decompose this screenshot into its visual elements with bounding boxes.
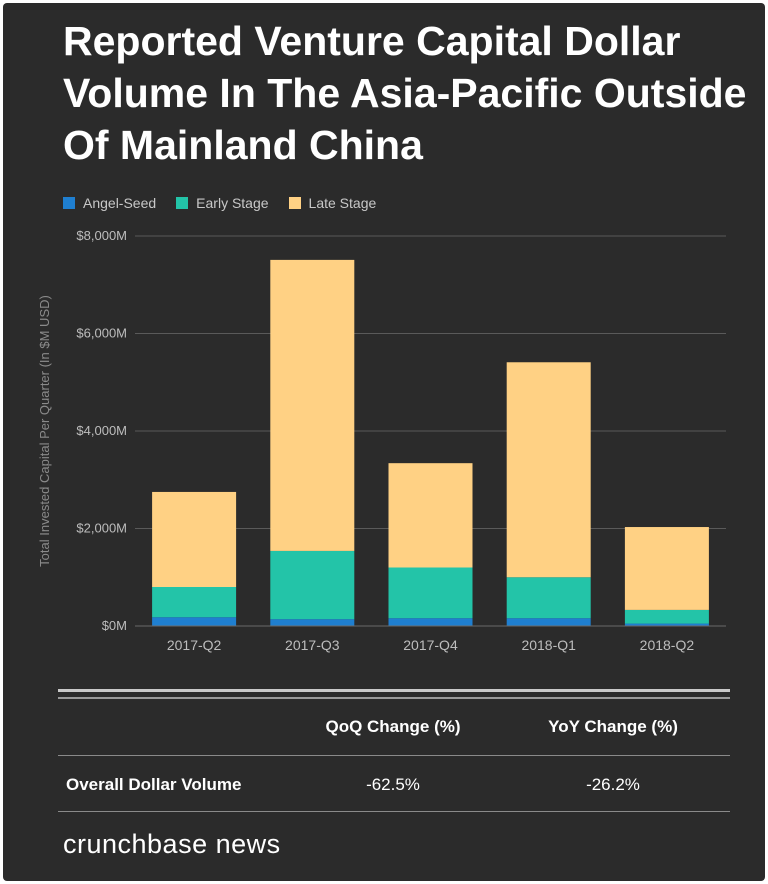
bar-chart: $0M $2,000M $4,000M $6,000M $8,000M Total Inv… [37,228,726,653]
brand-logo-text: crunchbase news [63,829,281,859]
bar-late-stage-2018-q2 [624,527,709,610]
chart-card: Reported Venture Capital Dollar Volume I… [3,3,765,881]
bar-late-stage-2017-q3 [270,259,355,551]
y-tick-label: $2,000M [76,521,127,536]
table-row-label: Overall Dollar Volume [66,775,242,794]
legend-swatch-angel-seed [63,197,75,209]
legend-swatch-early-stage [176,197,189,209]
legend-label-early-stage: Early Stage [196,195,269,211]
bar-angel-seed-2018-q2 [624,623,709,626]
bar-late-stage-2017-q2 [152,491,237,587]
chart-title: Reported Venture Capital Dollar Volume I… [63,18,747,168]
x-tick-label: 2018-Q2 [640,637,695,653]
legend-swatch-late-stage [288,197,301,209]
x-tick-label: 2018-Q1 [521,637,576,653]
bar-angel-seed-2017-q3 [270,619,355,626]
table-divider-top [58,689,730,692]
table-divider-bottom [58,697,730,699]
bar-early-stage-2018-q2 [624,609,709,624]
bar-late-stage-2017-q4 [388,463,473,568]
table-header-yoy: YoY Change (%) [548,717,678,736]
bar-angel-seed-2017-q2 [152,617,237,626]
legend: Angel-Seed Early Stage Late Stage [63,193,376,213]
y-tick-label: $6,000M [76,326,127,341]
x-tick-label: 2017-Q2 [167,637,222,653]
bar-early-stage-2017-q3 [270,550,355,620]
bar-early-stage-2017-q2 [152,587,237,618]
bar-angel-seed-2018-q1 [506,618,591,626]
legend-item-angel-seed: Angel-Seed [63,195,156,211]
legend-label-angel-seed: Angel-Seed [83,195,157,211]
table-header-qoq: QoQ Change (%) [325,717,461,736]
legend-item-early-stage: Early Stage [176,195,269,211]
y-axis-title: Total Invested Capital Per Quarter (In $… [37,295,52,567]
legend-item-late-stage: Late Stage [288,195,377,211]
y-tick-label: $0M [102,618,127,633]
bar-late-stage-2018-q1 [506,362,591,578]
table-rule [58,755,730,756]
y-tick-label: $8,000M [76,228,127,243]
bar-early-stage-2017-q4 [388,567,473,619]
bar-angel-seed-2017-q4 [388,618,473,626]
bar-early-stage-2018-q1 [506,577,591,619]
table-cell-qoq: -62.5% [366,775,420,794]
table-rule-bottom [58,811,730,812]
y-tick-label: $4,000M [76,423,127,438]
table-cell-yoy: -26.2% [586,775,640,794]
legend-label-late-stage: Late Stage [308,195,377,211]
x-tick-label: 2017-Q4 [403,637,458,653]
x-tick-label: 2017-Q3 [285,637,340,653]
